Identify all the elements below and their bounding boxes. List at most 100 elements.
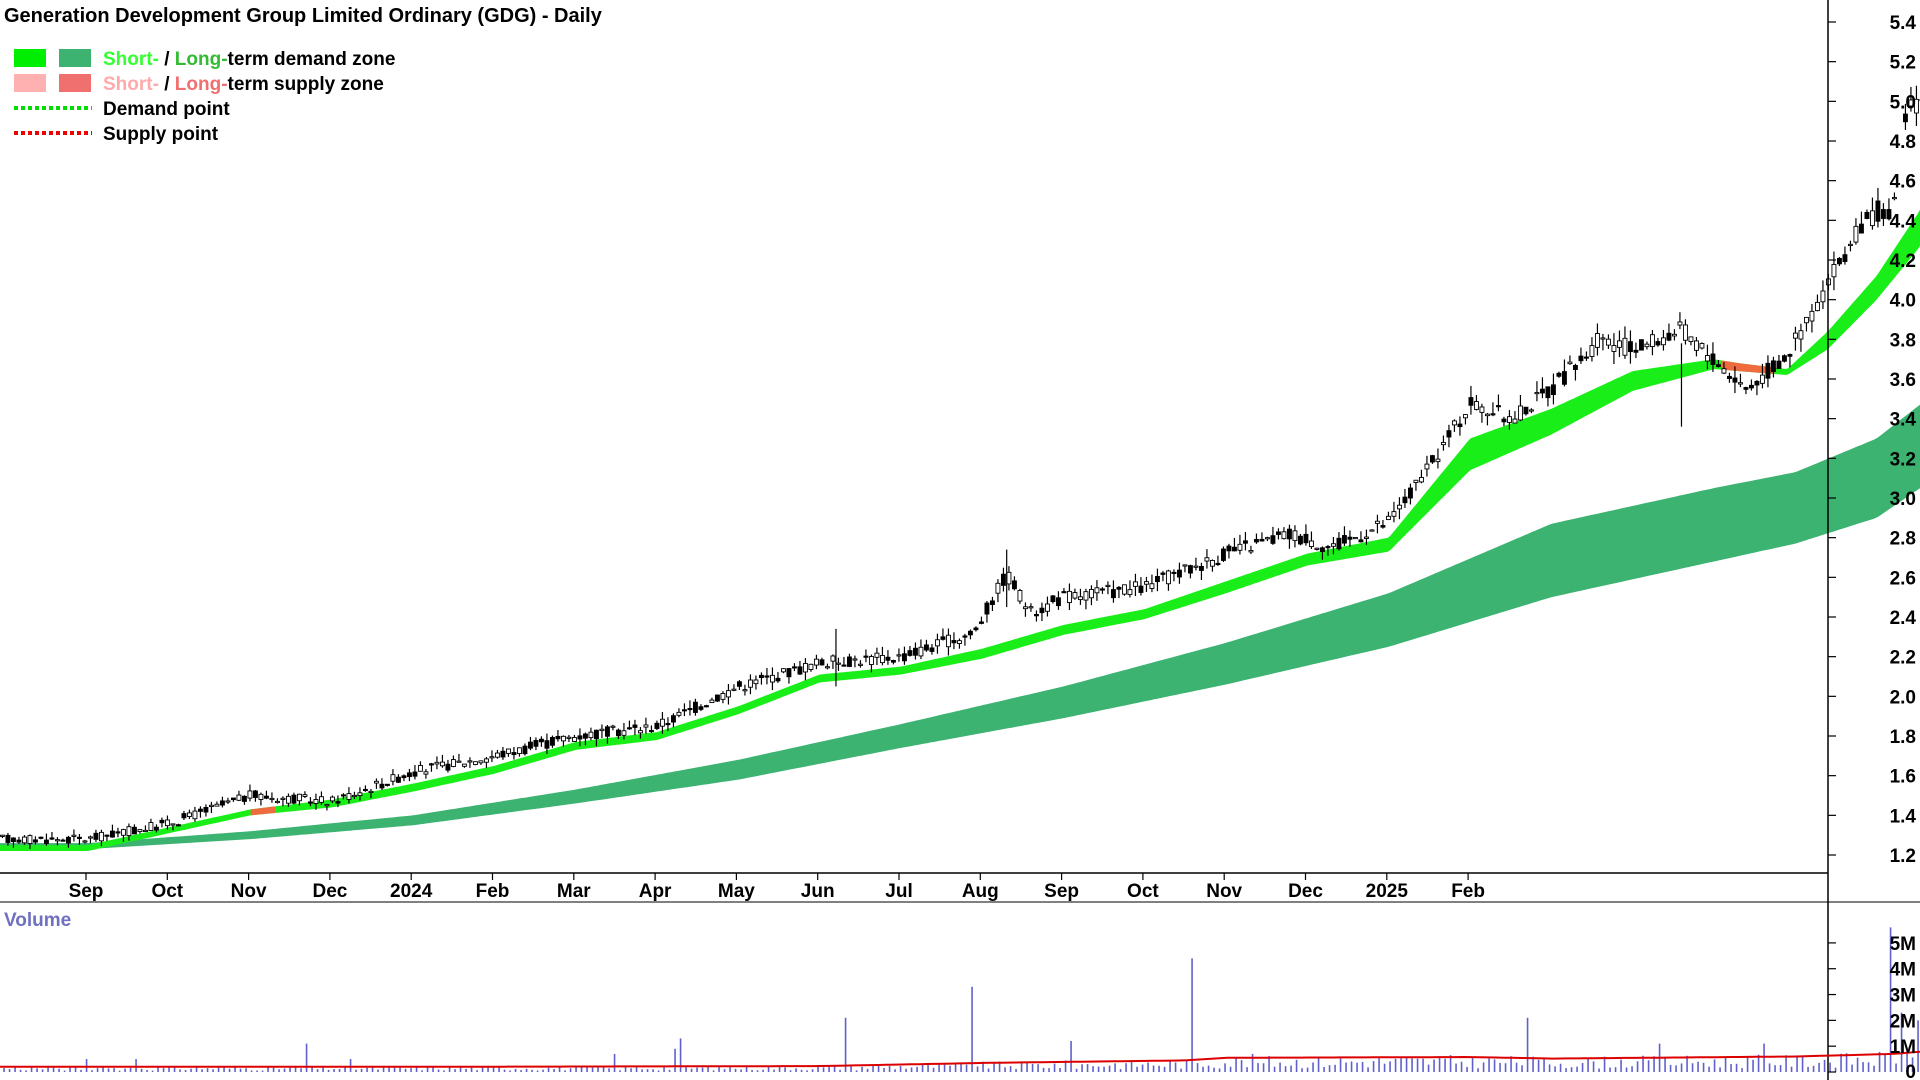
candle [1556, 371, 1562, 378]
candle-body [841, 664, 847, 667]
candle-body [1396, 504, 1402, 510]
time-tick-label: 2025 [1366, 881, 1409, 902]
candle [626, 720, 632, 730]
candle-body [43, 839, 49, 844]
candle [1583, 351, 1589, 361]
candle [1655, 337, 1661, 347]
candle-body [544, 740, 550, 749]
candle-body [1099, 588, 1105, 591]
candle-body [1330, 543, 1336, 547]
candle-body [984, 602, 990, 615]
candle [1743, 386, 1749, 395]
candle [1237, 534, 1243, 555]
candle-body [1369, 529, 1375, 532]
candle [1616, 330, 1622, 358]
candle [764, 667, 770, 685]
candle-body [808, 663, 814, 670]
candle [406, 768, 412, 782]
candle [967, 629, 973, 640]
candle [1473, 395, 1479, 411]
candle-body [500, 750, 506, 758]
candle-body [989, 600, 995, 605]
candle [1264, 536, 1270, 542]
candle-body [1831, 263, 1837, 278]
candle-body [1336, 537, 1342, 550]
candle [291, 792, 297, 805]
candle [857, 660, 863, 668]
candle-body [648, 729, 654, 733]
candle [1534, 381, 1540, 402]
candle [912, 642, 918, 660]
candle-body [1484, 413, 1490, 417]
candle-body [1077, 596, 1083, 601]
candle [511, 746, 517, 760]
candle-body [1671, 333, 1677, 337]
candle-body [1539, 388, 1545, 394]
candle-body [533, 740, 539, 747]
candle [54, 837, 60, 846]
candle [302, 791, 308, 799]
candle [874, 647, 880, 666]
candle-body [1028, 606, 1034, 609]
candle-body [1380, 525, 1386, 528]
candle-body [621, 730, 627, 736]
price-tick-label: 2.0 [1890, 687, 1916, 708]
candle-body [1176, 569, 1182, 578]
candle [1330, 537, 1336, 555]
candle [1572, 363, 1578, 381]
candle [973, 626, 979, 632]
candle [82, 839, 88, 844]
candle-body [1781, 355, 1787, 362]
legend-swatch-short [14, 74, 46, 92]
short-term-demand-zone [0, 209, 1920, 851]
candle [654, 720, 660, 731]
candle [802, 658, 808, 681]
candle-body [49, 837, 55, 840]
candle [1303, 524, 1309, 546]
time-tick-label: Dec [312, 881, 347, 902]
candle-body [852, 658, 858, 661]
candle [934, 633, 940, 654]
volume-title: Volume [4, 910, 71, 931]
candle [439, 754, 445, 768]
candle-body [709, 699, 715, 704]
candle-body [0, 834, 5, 837]
candle [252, 790, 258, 802]
candle [49, 832, 55, 841]
candle-body [775, 677, 781, 682]
candle [461, 763, 467, 768]
candle [148, 818, 154, 831]
candle-body [890, 660, 896, 663]
candle [351, 791, 357, 800]
candle [1242, 532, 1248, 551]
candle [32, 836, 38, 845]
candle [1605, 334, 1611, 349]
candle-body [1814, 301, 1820, 312]
candle [753, 675, 759, 690]
candle [1523, 406, 1529, 416]
candle-body [1226, 545, 1232, 552]
candle-body [615, 729, 621, 737]
candle-body [137, 829, 143, 833]
candle-body [1050, 595, 1056, 603]
candle-body [142, 829, 148, 832]
candle-body [736, 681, 742, 687]
candle [1869, 197, 1875, 230]
candle [1022, 602, 1028, 617]
candle-body [1039, 607, 1045, 614]
time-tick-label: Oct [151, 881, 183, 902]
candle [1902, 103, 1908, 131]
candle [549, 735, 555, 748]
candle-body [1160, 572, 1166, 575]
candle-body [1259, 538, 1265, 542]
candle [1105, 581, 1111, 595]
candle-body [1275, 531, 1281, 535]
candle-body [511, 752, 517, 756]
candle-body [1088, 589, 1094, 599]
candle [637, 727, 643, 739]
candle-body [461, 763, 467, 767]
candle-body [5, 834, 11, 843]
candle [775, 672, 781, 683]
volume-tick-label: 1M [1890, 1037, 1916, 1058]
time-tick-label: Apr [639, 881, 672, 902]
